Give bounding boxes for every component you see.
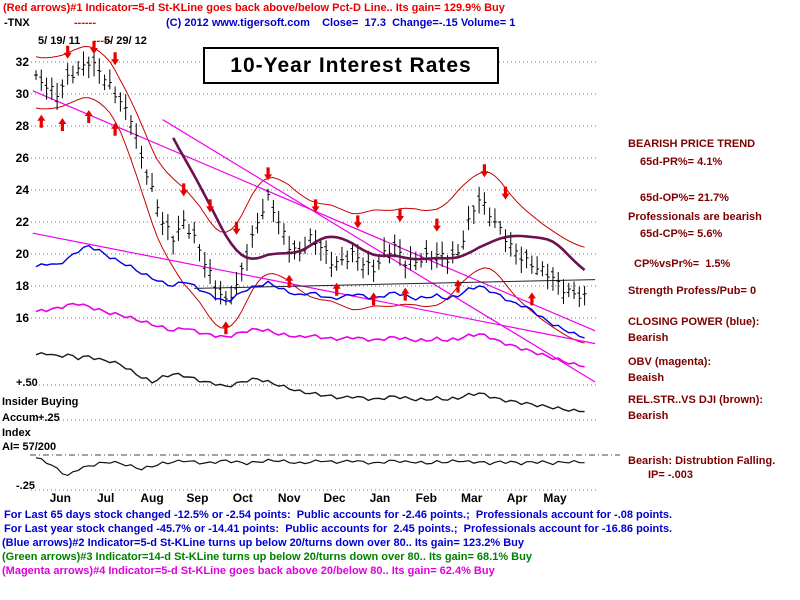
obv-state: Beaish — [628, 372, 665, 384]
obv-title: OBV (magenta): — [628, 356, 712, 368]
distribution-falling-label: Bearish: Distrubtion Falling. — [628, 455, 776, 467]
svg-text:20: 20 — [16, 247, 30, 261]
svg-text:18: 18 — [16, 279, 30, 293]
strength-profess-pub: Strength Profess/Pub= 0 — [628, 285, 757, 297]
svg-text:28: 28 — [16, 119, 30, 133]
svg-text:Sep: Sep — [186, 491, 208, 505]
svg-text:Feb: Feb — [416, 491, 437, 505]
index-label: Index — [2, 427, 31, 439]
date-range-separator: ----- — [93, 35, 112, 47]
date-range-end: 5/ 29/ 12 — [104, 35, 147, 47]
chart-title: 10-Year Interest Rates — [230, 53, 472, 77]
ip-value: IP= -.003 — [648, 469, 693, 481]
professionals-bearish-label: Professionals are bearish — [628, 211, 762, 223]
accum-scale-minus25: -.25 — [16, 480, 35, 492]
closing-power-title: CLOSING POWER (blue): — [628, 316, 760, 328]
accum-scale-plus50: +.50 — [16, 377, 38, 389]
change-1yr-summary: For Last year stock changed -45.7% or -1… — [4, 523, 673, 535]
op-percent-value: 65d-OP%= 21.7% — [640, 192, 729, 204]
svg-text:Jun: Jun — [50, 491, 71, 505]
change-65d-summary: For Last 65 days stock changed -12.5% or… — [4, 509, 673, 521]
bearish-price-trend-label: BEARISH PRICE TREND — [628, 138, 756, 150]
relstr-vs-dji-state: Bearish — [628, 410, 669, 422]
chart-title-box: 10-Year Interest Rates — [203, 47, 499, 84]
svg-text:26: 26 — [16, 151, 30, 165]
svg-text:Mar: Mar — [461, 491, 483, 505]
indicator3-legend: (Green arrows)#3 Indicator=14-d St-KLine… — [2, 551, 532, 563]
cp-vs-pr-value: CP%vsPr%= 1.5% — [634, 258, 731, 270]
svg-text:22: 22 — [16, 215, 30, 229]
pr-percent-value: 65d-PR%= 4.1% — [640, 156, 723, 168]
svg-text:32: 32 — [16, 55, 30, 69]
svg-text:Aug: Aug — [140, 491, 163, 505]
date-range-start: 5/ 19/ 11 — [38, 35, 81, 47]
svg-text:Dec: Dec — [324, 491, 346, 505]
svg-text:Nov: Nov — [278, 491, 301, 505]
svg-text:May: May — [543, 491, 567, 505]
ai-reading: AI= 57/200 — [2, 441, 57, 453]
copyright-quote-info: (C) 2012 www.tigersoft.com Close= 17.3 C… — [166, 17, 516, 29]
svg-text:30: 30 — [16, 87, 30, 101]
svg-text:Oct: Oct — [233, 491, 253, 505]
relstr-vs-dji-title: REL.STR..VS DJI (brown): — [628, 394, 764, 406]
svg-text:Jan: Jan — [370, 491, 391, 505]
svg-text:16: 16 — [16, 311, 30, 325]
svg-text:Apr: Apr — [507, 491, 528, 505]
indicator1-legend: (Red arrows)#1 Indicator=5-d St-KLine go… — [3, 2, 505, 14]
indicator2-legend: (Blue arrows)#2 Indicator=5-d St-KLine t… — [2, 537, 525, 549]
indicator4-legend: (Magenta arrows)#4 Indicator=5-d St-KLin… — [2, 565, 495, 577]
insider-buying-label: Insider Buying — [2, 396, 79, 408]
closing-power-state: Bearish — [628, 332, 669, 344]
header-dashes: ------ — [74, 17, 96, 29]
svg-text:Jul: Jul — [97, 491, 114, 505]
accum-label: Accum — [2, 412, 39, 424]
cp-percent-value: 65d-CP%= 5.6% — [640, 228, 723, 240]
analysis-panel: BEARISH PRICE TREND 65d-PR%= 4.1% 65d-OP… — [628, 0, 800, 600]
accum-scale-plus25: +.25 — [38, 412, 60, 424]
svg-text:24: 24 — [16, 183, 30, 197]
ticker-symbol: -TNX — [4, 17, 30, 29]
